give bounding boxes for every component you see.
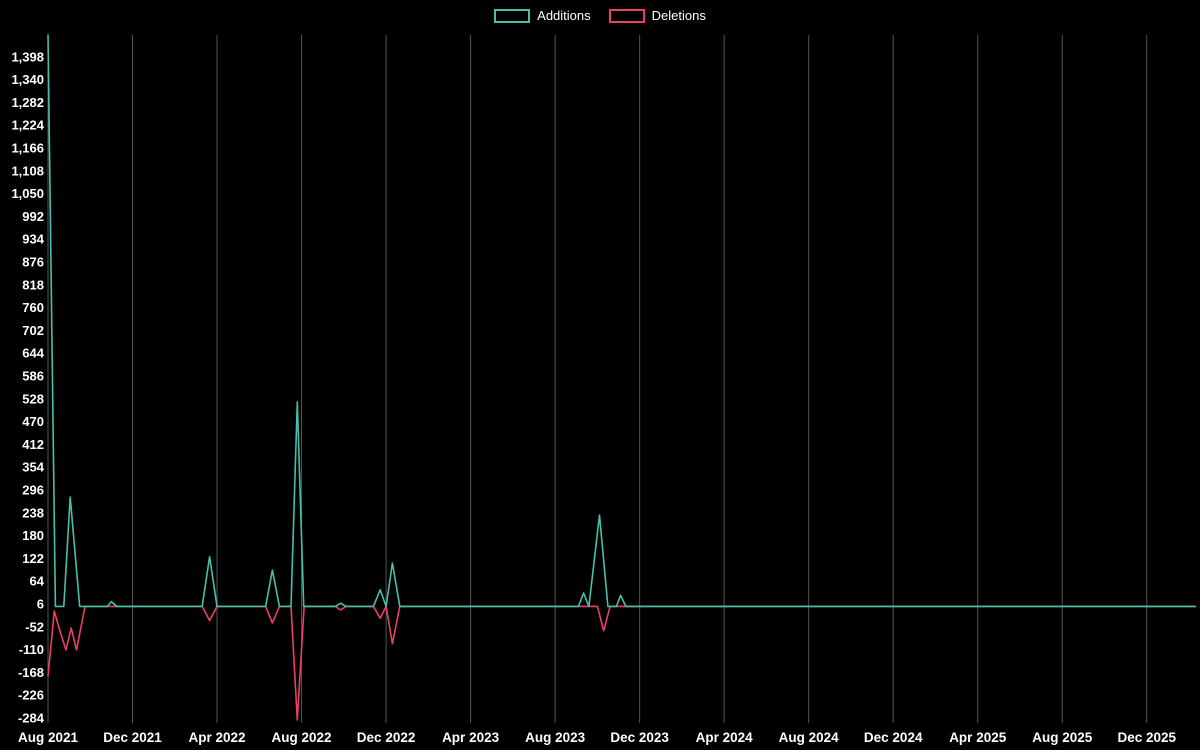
vertical-gridlines (47, 35, 1148, 723)
x-tick-label: Aug 2021 (18, 730, 79, 745)
y-tick-label: 876 (22, 255, 44, 270)
y-tick-label: 586 (22, 369, 44, 384)
y-tick-label: 760 (22, 300, 44, 315)
y-tick-label: 180 (22, 528, 44, 543)
y-tick-label: 528 (22, 391, 44, 406)
y-tick-label: -168 (18, 665, 44, 680)
y-tick-label: 412 (22, 437, 44, 452)
x-tick-label: Apr 2023 (442, 730, 500, 745)
y-tick-label: 470 (22, 414, 44, 429)
deletions-legend-label: Deletions (651, 8, 706, 23)
legend-item-deletions[interactable]: Deletions (608, 8, 706, 23)
y-tick-label: 354 (22, 460, 44, 475)
additions-line (47, 34, 1197, 608)
x-tick-label: Dec 2022 (357, 730, 416, 745)
x-tick-label: Aug 2023 (525, 730, 586, 745)
y-tick-label: 6 (37, 597, 44, 612)
y-tick-label: -284 (18, 711, 45, 726)
additions-swatch-icon (494, 8, 531, 23)
y-tick-label: 1,282 (11, 95, 44, 110)
x-tick-label: Dec 2024 (864, 730, 923, 745)
y-tick-label: -52 (25, 619, 44, 634)
y-tick-label: 1,108 (11, 163, 44, 178)
y-tick-label: -110 (19, 642, 44, 657)
x-axis-labels: Aug 2021 Dec 2021 Apr 2022 Aug 2022 Dec 2022… (18, 730, 1177, 745)
y-tick-label: -226 (18, 688, 44, 703)
y-tick-label: 296 (22, 483, 44, 498)
y-tick-label: 64 (30, 574, 45, 589)
x-tick-label: Aug 2024 (779, 730, 840, 745)
legend-item-additions[interactable]: Additions (494, 8, 591, 23)
y-tick-label: 992 (22, 209, 44, 224)
y-tick-label: 644 (22, 346, 44, 361)
y-tick-label: 1,166 (11, 141, 44, 156)
x-tick-label: Dec 2021 (103, 730, 162, 745)
x-tick-label: Apr 2024 (696, 730, 754, 745)
x-tick-label: Apr 2025 (949, 730, 1007, 745)
y-tick-label: 702 (22, 323, 44, 338)
y-tick-label: 238 (22, 505, 44, 520)
y-tick-label: 1,398 (11, 49, 44, 64)
additions-legend-label: Additions (537, 8, 591, 23)
x-tick-label: Apr 2022 (189, 730, 246, 745)
x-tick-label: Aug 2022 (272, 730, 332, 745)
deletions-swatch-icon (608, 8, 645, 23)
x-tick-label: Dec 2025 (1117, 730, 1176, 745)
x-tick-label: Dec 2023 (610, 730, 669, 745)
y-tick-label: 1,050 (11, 186, 44, 201)
y-tick-label: 818 (22, 277, 44, 292)
deletions-line (47, 605, 1197, 721)
x-tick-label: Aug 2025 (1032, 730, 1093, 745)
y-tick-label: 1,224 (11, 118, 44, 133)
y-tick-label: 122 (22, 551, 44, 566)
chart-legend: Additions Deletions (0, 8, 1200, 23)
y-tick-label: 1,340 (11, 72, 44, 87)
y-tick-label: 934 (22, 232, 44, 247)
y-axis-labels: 1,398 1,340 1,282 1,224 1,166 1,108 1,050 992 93… (11, 49, 44, 725)
